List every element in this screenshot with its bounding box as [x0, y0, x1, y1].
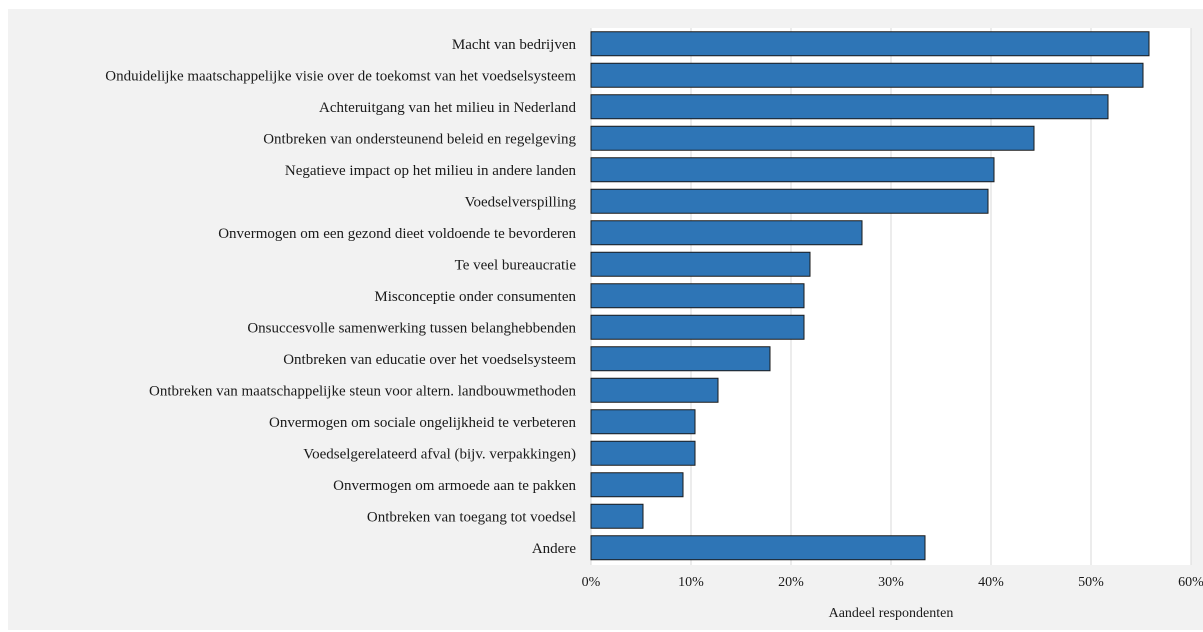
bar [590, 314, 805, 340]
bar [590, 251, 811, 277]
bar [590, 94, 1109, 120]
category-label: Ontbreken van maatschappelijke steun voo… [149, 383, 576, 399]
bar [590, 346, 771, 372]
bar [590, 503, 644, 529]
bar [590, 31, 1150, 57]
bar [590, 283, 805, 309]
bar [590, 125, 1035, 151]
bar [590, 62, 1144, 88]
x-tick-label: 60% [1178, 575, 1203, 590]
category-label: Onduidelijke maatschappelijke visie over… [105, 68, 576, 84]
category-label: Onvermogen om armoede aan te pakken [333, 478, 576, 494]
category-label: Onvermogen om sociale ongelijkheid te ve… [269, 415, 576, 431]
bar [590, 377, 719, 403]
category-label: Misconceptie onder consumenten [374, 289, 576, 305]
x-axis-title: Aandeel respondenten [829, 606, 954, 621]
bar [590, 188, 989, 214]
x-tick-label: 20% [778, 575, 804, 590]
category-label: Te veel bureaucratie [455, 257, 577, 273]
category-label: Onsuccesvolle samenwerking tussen belang… [247, 320, 576, 336]
bar [590, 472, 684, 498]
x-tick-label: 0% [582, 575, 601, 590]
category-label: Achteruitgang van het milieu in Nederlan… [319, 100, 576, 116]
x-tick-label: 10% [678, 575, 704, 590]
bar [590, 220, 863, 246]
x-tick-label: 30% [878, 575, 904, 590]
category-label: Ontbreken van ondersteunend beleid en re… [263, 131, 576, 147]
category-label: Onvermogen om een gezond dieet voldoende… [218, 226, 576, 242]
category-label: Macht van bedrijven [452, 37, 577, 53]
bar [590, 440, 696, 466]
category-label: Voedselgerelateerd afval (bijv. verpakki… [303, 446, 576, 462]
category-label: Ontbreken van educatie over het voedsels… [283, 352, 576, 368]
bar [590, 409, 696, 435]
category-label: Ontbreken van toegang tot voedsel [367, 509, 576, 525]
bar [590, 157, 995, 183]
x-tick-label: 40% [978, 575, 1004, 590]
category-label: Voedselverspilling [465, 194, 577, 210]
category-label: Negatieve impact op het milieu in andere… [285, 163, 577, 179]
x-tick-label: 50% [1078, 575, 1104, 590]
category-label: Andere [532, 541, 576, 557]
bar [590, 535, 926, 561]
